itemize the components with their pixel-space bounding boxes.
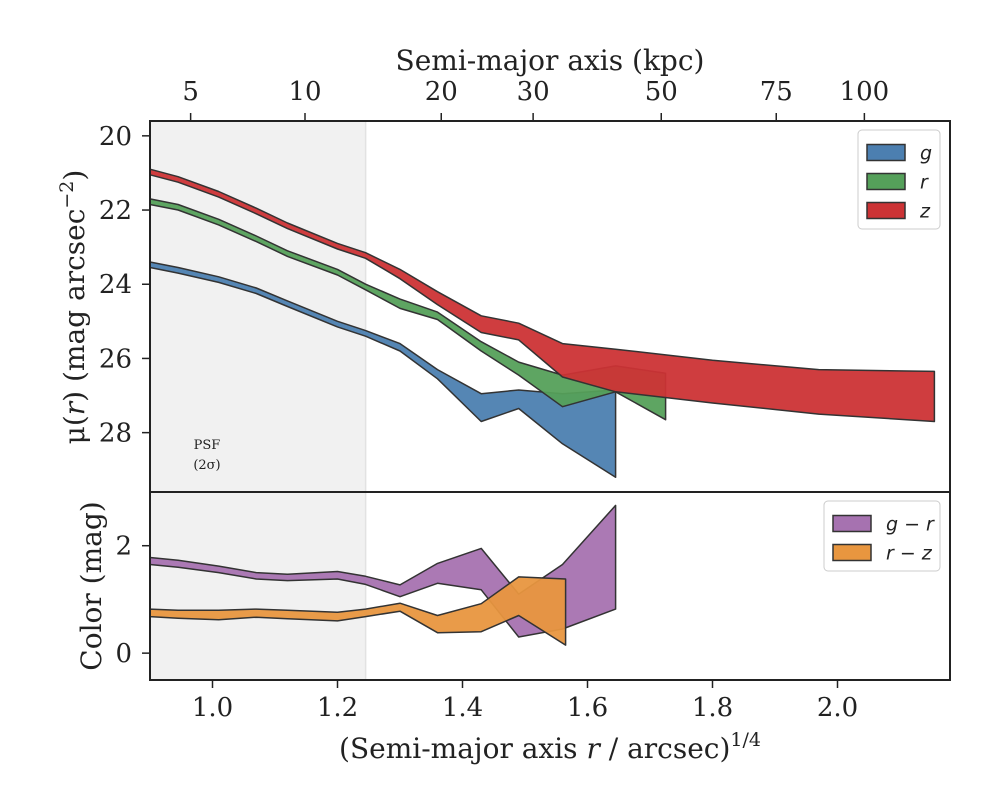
- kpc-tick-label-10: 10: [288, 77, 321, 107]
- color-y-label: Color (mag): [75, 501, 108, 670]
- xlabel-part-exponent: 1/4: [730, 729, 761, 751]
- ylabel-part-close: ): [58, 170, 91, 181]
- band-r: [149, 198, 667, 421]
- xlabel-part-prefix: (Semi-major axis: [339, 732, 586, 765]
- ylabel-part-units: ) (mag arcsec: [58, 209, 91, 402]
- color-y-tick-label-2: 2: [115, 532, 132, 562]
- surface-brightness-bands: [149, 168, 936, 478]
- band-legend: grz: [857, 129, 941, 230]
- y-tick-label-22: 22: [99, 196, 132, 226]
- legend-label-r-z: r − z: [886, 543, 933, 565]
- psf-sigma-label: (2σ): [193, 458, 220, 473]
- kpc-tick-label-50: 50: [645, 77, 678, 107]
- x-tick-label-1-4: 1.4: [442, 693, 483, 723]
- color-bands: [149, 504, 617, 646]
- legend-label-g-r: g − r: [886, 514, 935, 536]
- legend-label-z: z: [919, 201, 931, 223]
- xlabel-part-units: / arcsec): [600, 732, 731, 765]
- y-tick-label-20: 20: [99, 122, 132, 152]
- kpc-tick-label-20: 20: [425, 77, 458, 107]
- legend-swatch-g: [866, 143, 906, 162]
- x-tick-label-1-6: 1.6: [567, 693, 608, 723]
- ylabel-part-mu: μ(: [58, 415, 91, 444]
- kpc-tick-label-100: 100: [840, 77, 890, 107]
- kpc-tick-label-5: 5: [182, 77, 199, 107]
- band-z: [149, 168, 936, 423]
- xlabel-part-r: r: [586, 732, 601, 765]
- x-tick-label-1-0: 1.0: [192, 693, 233, 723]
- psf-label: PSF: [194, 438, 221, 453]
- legend-label-r: r: [920, 172, 929, 194]
- y-tick-label-24: 24: [99, 270, 132, 300]
- color-frame: [149, 491, 951, 681]
- psf-shaded-region: [150, 121, 366, 492]
- ylabel-part-exponent: −2: [56, 181, 78, 209]
- ylabel-part-r: r: [58, 400, 91, 415]
- color-y-ticks: 02: [115, 532, 150, 669]
- color-panel: 02 1.0 1.2 1.4 1.6 1.8 2.0 g − rr − z Color (…: [75, 491, 951, 765]
- band-g: [149, 261, 617, 478]
- kpc-tick-label-75: 75: [760, 77, 793, 107]
- semi-major-axis-x-label: (Semi-major axis r / arcsec)1/4: [339, 729, 761, 765]
- legend-swatch-g-r: [832, 514, 872, 533]
- color-y-tick-label-0: 0: [115, 639, 132, 669]
- surface-brightness-y-ticks: 20 22 24 26 28: [99, 122, 150, 449]
- color-legend: g − r r − z: [823, 500, 941, 572]
- semi-major-axis-x-ticks: 1.0 1.2 1.4 1.6 1.8 2.0: [192, 680, 858, 723]
- y-tick-label-28: 28: [99, 419, 132, 449]
- legend-swatch-r: [866, 172, 906, 191]
- band-r-z: [149, 576, 567, 646]
- surface-brightness-y-label: μ(r) (mag arcsec−2): [56, 170, 91, 445]
- y-tick-label-26: 26: [99, 344, 132, 374]
- kpc-tick-label-30: 30: [517, 77, 550, 107]
- legend-label-g: g: [920, 143, 932, 165]
- x-tick-label-1-8: 1.8: [692, 693, 733, 723]
- legend-swatch-r-z: [832, 543, 872, 562]
- x-tick-label-2-0: 2.0: [817, 693, 858, 723]
- x-tick-label-1-2: 1.2: [317, 693, 358, 723]
- semi-major-axis-kpc-ticks: 5 10 20 30 50 75 100: [182, 77, 889, 121]
- legend-swatch-z: [866, 201, 906, 220]
- top-axis-title: Semi-major axis (kpc): [396, 44, 705, 77]
- psf-shaded-region-color: [150, 492, 366, 680]
